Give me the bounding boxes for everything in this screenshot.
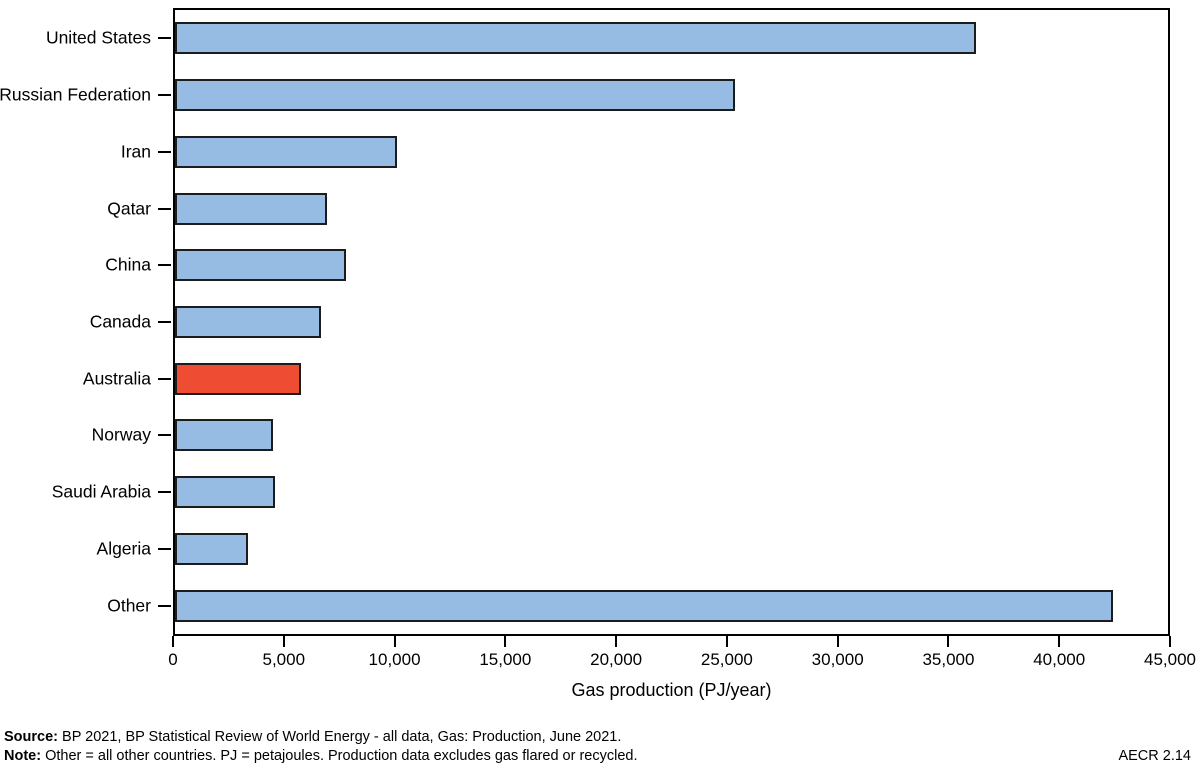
bar-australia xyxy=(175,362,301,395)
bar-united-states xyxy=(175,22,977,55)
x-tick-mark xyxy=(1058,636,1061,647)
y-tick-mark xyxy=(158,150,171,153)
x-tick-mark xyxy=(725,636,728,647)
x-tick-label-15000: 15,000 xyxy=(479,650,532,669)
x-tick-mark xyxy=(172,636,174,647)
footer-notes: Source: BP 2021, BP Statistical Review o… xyxy=(4,728,638,766)
bar-iran xyxy=(175,135,397,168)
x-axis-ticks xyxy=(172,636,1171,648)
bar-norway xyxy=(175,419,274,452)
y-label-china: China xyxy=(105,254,151,275)
y-tick-mark xyxy=(158,547,171,550)
x-tick-label-45000: 45,000 xyxy=(1144,650,1196,669)
y-tick-mark xyxy=(158,207,171,210)
x-tick-label-5000: 5,000 xyxy=(262,650,306,669)
y-label-iran: Iran xyxy=(120,141,151,162)
x-tick-mark xyxy=(282,636,285,647)
y-tick-mark xyxy=(158,321,171,323)
bar-saudi-arabia xyxy=(175,476,276,509)
figure-reference: AECR 2.14 xyxy=(1118,748,1191,764)
y-tick-mark xyxy=(158,94,171,97)
x-tick-label-25000: 25,000 xyxy=(700,650,753,669)
y-tick-mark xyxy=(158,377,171,380)
bar-algeria xyxy=(175,532,248,565)
bar-russian-federation xyxy=(175,79,736,112)
source-label: Source: xyxy=(4,729,58,745)
x-axis-title: Gas production (PJ/year) xyxy=(571,680,772,700)
bar-other xyxy=(175,589,1113,622)
x-tick-mark xyxy=(1169,636,1171,647)
source-note: Source: BP 2021, BP Statistical Review o… xyxy=(4,728,638,747)
x-tick-mark xyxy=(393,636,396,647)
y-tick-mark xyxy=(158,434,171,437)
y-label-saudi-arabia: Saudi Arabia xyxy=(51,481,151,502)
y-tick-mark xyxy=(158,264,171,267)
x-tick-mark xyxy=(947,636,950,647)
y-label-other: Other xyxy=(107,594,151,615)
plot-area xyxy=(173,8,1170,636)
x-tick-mark xyxy=(836,636,839,647)
bar-canada xyxy=(175,306,321,338)
y-label-qatar: Qatar xyxy=(107,197,151,218)
source-text: BP 2021, BP Statistical Review of World … xyxy=(58,729,622,745)
y-tick-mark xyxy=(158,37,171,40)
y-label-algeria: Algeria xyxy=(96,538,151,559)
bar-qatar xyxy=(175,192,328,225)
y-label-norway: Norway xyxy=(91,424,151,445)
x-tick-label-20000: 20,000 xyxy=(590,650,643,669)
x-tick-mark xyxy=(504,636,507,647)
note-text: Other = all other countries. PJ = petajo… xyxy=(41,748,638,764)
x-tick-label-40000: 40,000 xyxy=(1033,650,1086,669)
x-tick-mark xyxy=(615,636,618,647)
x-tick-label-30000: 30,000 xyxy=(811,650,864,669)
x-tick-label-35000: 35,000 xyxy=(922,650,975,669)
x-tick-label-0: 0 xyxy=(168,650,178,669)
y-label-united-states: United States xyxy=(45,27,151,48)
y-tick-mark xyxy=(158,604,171,607)
y-axis-labels: United States Russian Federation Iran Qatar… xyxy=(0,8,173,636)
y-label-australia: Australia xyxy=(82,367,151,388)
note-label: Note: xyxy=(4,748,42,764)
bar-china xyxy=(175,249,347,282)
y-label-russian-federation: Russian Federation xyxy=(0,84,151,105)
x-tick-label-10000: 10,000 xyxy=(368,650,421,669)
y-tick-mark xyxy=(158,491,171,494)
y-label-canada: Canada xyxy=(89,311,151,332)
note-text-line: Note: Other = all other countries. PJ = … xyxy=(4,747,638,766)
x-axis-tick-labels: 0 5,000 10,000 15,000 20,000 25,000 30,000 35,0… xyxy=(168,650,1196,670)
